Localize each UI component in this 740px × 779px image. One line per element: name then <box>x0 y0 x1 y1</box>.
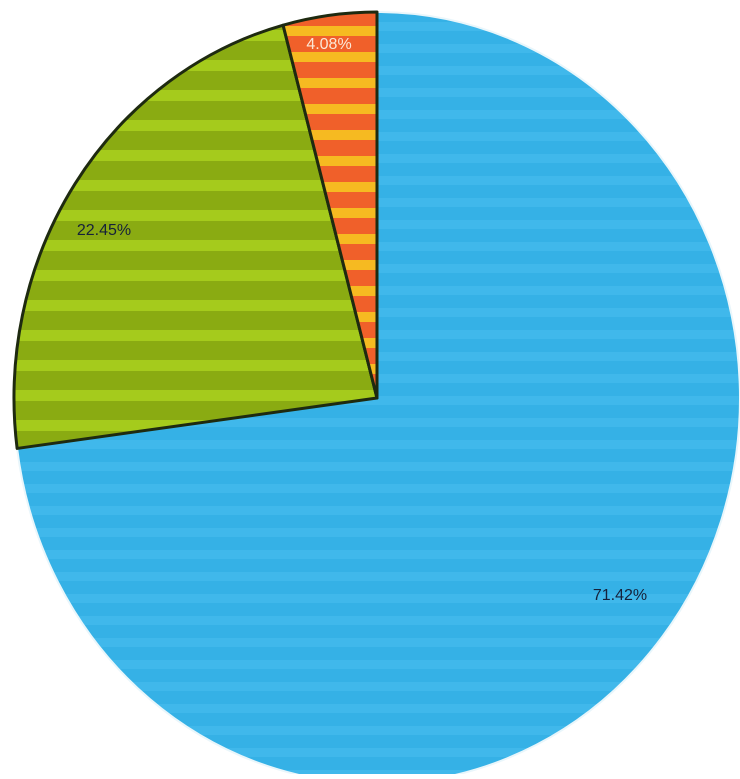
slice-label-22-45: 22.45% <box>77 222 131 239</box>
pie-slice-22-45 <box>12 23 379 450</box>
slice-label-4-08: 4.08% <box>306 36 351 53</box>
pie-labels: 71.42% 22.45% 4.08% <box>77 36 647 604</box>
pie-slice-71-42 <box>16 11 740 779</box>
pie-slices <box>12 10 740 779</box>
pie-slice-4-08 <box>281 10 379 400</box>
slice-label-71-42: 71.42% <box>593 587 647 604</box>
